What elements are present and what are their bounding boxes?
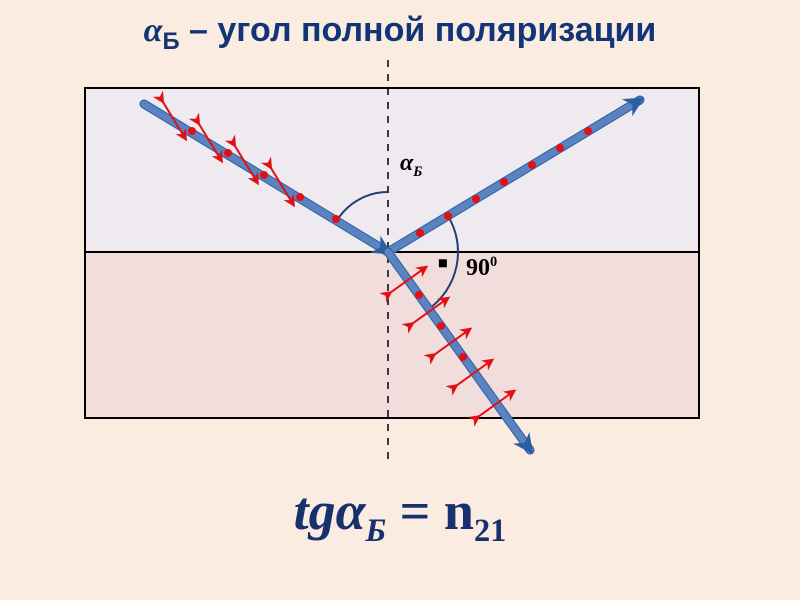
ninety-text: 90 bbox=[466, 255, 490, 281]
title-rest: – угол полной поляризации bbox=[180, 11, 657, 49]
formula-eq-sub: 21 bbox=[474, 513, 506, 549]
page-root: αБ – угол полной поляризации αБ 900 tgαБ… bbox=[0, 0, 800, 600]
title-alpha-sub: Б bbox=[162, 28, 179, 55]
formula-alpha-sub: Б bbox=[366, 513, 387, 549]
alpha-glyph: α bbox=[400, 150, 413, 176]
ninety-sup: 0 bbox=[490, 254, 497, 270]
angle-90-label: 900 bbox=[466, 254, 497, 282]
title-alpha: α bbox=[144, 12, 163, 49]
formula-eq: = n bbox=[386, 481, 474, 541]
angle-alpha-label: αБ bbox=[400, 150, 422, 181]
brewster-formula: tgαБ = n21 bbox=[0, 480, 800, 550]
alpha-sub: Б bbox=[413, 164, 422, 180]
formula-alpha: α bbox=[336, 481, 366, 541]
formula-tg: tg bbox=[294, 481, 336, 541]
page-title: αБ – угол полной поляризации bbox=[0, 10, 800, 56]
